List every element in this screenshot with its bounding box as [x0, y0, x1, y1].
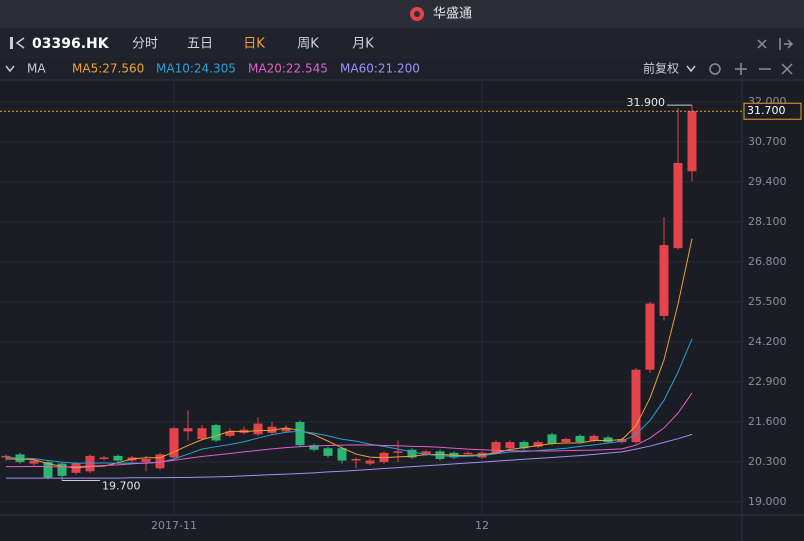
candle-body [645, 303, 655, 370]
tab[interactable]: 五日 [187, 37, 213, 52]
legend-entry: MA10:24.305 [156, 62, 236, 76]
candle-body [85, 455, 95, 472]
y-tick-label: 21.600 [748, 415, 787, 428]
y-tick-label: 20.300 [748, 455, 787, 468]
tab[interactable]: 周K [297, 37, 319, 52]
toolbar [0, 28, 804, 58]
ma-line [6, 392, 693, 468]
last-price-label: 31.700 [747, 104, 786, 117]
candle-body [631, 369, 641, 443]
legend-entry: MA60:21.200 [340, 62, 420, 76]
candle-body [43, 462, 53, 478]
candle-body [197, 428, 207, 439]
candle-body [1, 455, 11, 458]
candle-body [393, 451, 403, 453]
ma-line [6, 238, 693, 469]
candle-body [267, 426, 277, 433]
ma-line [6, 433, 693, 479]
candle-body [617, 438, 627, 443]
candle-body [491, 442, 501, 453]
candle-body [365, 460, 375, 464]
x-tick-label: 2017-11 [151, 519, 197, 532]
logo-inner [414, 11, 420, 17]
candle-body [225, 431, 235, 436]
y-tick-label: 22.900 [748, 375, 787, 388]
plot [0, 80, 742, 515]
y-tick-label: 29.400 [748, 175, 787, 188]
candle-body [57, 463, 67, 476]
ma-line [5, 338, 693, 464]
app-title: 华盛通 [433, 7, 472, 22]
candle-body [183, 428, 193, 432]
candle-body [113, 455, 123, 461]
high-marker-label: 31.900 [627, 96, 666, 109]
y-tick-label: 24.200 [748, 335, 787, 348]
back-arrow [15, 37, 25, 49]
adjust-dropdown[interactable] [686, 65, 696, 73]
tabs: 分时 五日 日K 周K 月K [132, 37, 374, 52]
candle-body [155, 454, 165, 469]
collapse-icon[interactable] [5, 65, 15, 73]
candle-body [575, 435, 585, 443]
last-price-box [743, 102, 802, 120]
candle-body [463, 452, 473, 455]
candle-body [589, 435, 599, 441]
y-tick-label: 30.700 [748, 135, 787, 148]
add-icon[interactable] [735, 63, 747, 75]
adjust-mode[interactable]: 前复权 [643, 61, 679, 76]
candle-body [673, 162, 683, 249]
candle-body [211, 425, 221, 441]
candle-body [505, 442, 515, 449]
candle-body [687, 111, 697, 172]
candle-body [519, 442, 529, 449]
legend-entry: MA5:27.560 [72, 62, 144, 76]
back-icon[interactable] [10, 37, 13, 49]
symbol: 03396.HK [32, 36, 110, 52]
refresh-icon[interactable] [709, 63, 721, 75]
tab[interactable]: 日K [243, 37, 265, 52]
candle-body [281, 428, 291, 432]
close-icon[interactable] [781, 63, 793, 75]
exit-icon[interactable] [779, 38, 794, 50]
candle-body [309, 445, 319, 450]
candle-body [253, 423, 263, 435]
candle-body [603, 437, 613, 443]
candle-body [421, 451, 431, 455]
candle-body [169, 428, 179, 458]
title-bar [0, 0, 804, 28]
y-tick-label: 19.000 [748, 495, 787, 508]
candle-body [533, 442, 543, 447]
tab[interactable]: 分时 [132, 37, 158, 52]
y-tick-label: 28.100 [748, 215, 787, 228]
candle-body [407, 449, 417, 458]
expand-icon[interactable] [757, 39, 767, 49]
indicator-bar [0, 58, 804, 80]
candle-body [295, 422, 305, 446]
candle-body [29, 460, 39, 464]
x-tick-label: 12 [475, 519, 489, 532]
candle-body [337, 448, 347, 461]
candle-body [659, 245, 669, 316]
low-marker-label: 19.700 [102, 480, 141, 493]
candle-body [141, 458, 151, 463]
indicator-name[interactable]: MA [27, 62, 46, 76]
y-tick-label: 25.500 [748, 295, 787, 308]
candle-body [351, 458, 361, 461]
tab[interactable]: 月K [352, 37, 374, 52]
legend-entry: MA20:22.545 [248, 62, 328, 76]
candle-body [323, 448, 333, 456]
candle-body [561, 438, 571, 443]
candle-body [99, 457, 109, 459]
candle-body [547, 434, 557, 444]
y-tick-label: 26.800 [748, 255, 787, 268]
